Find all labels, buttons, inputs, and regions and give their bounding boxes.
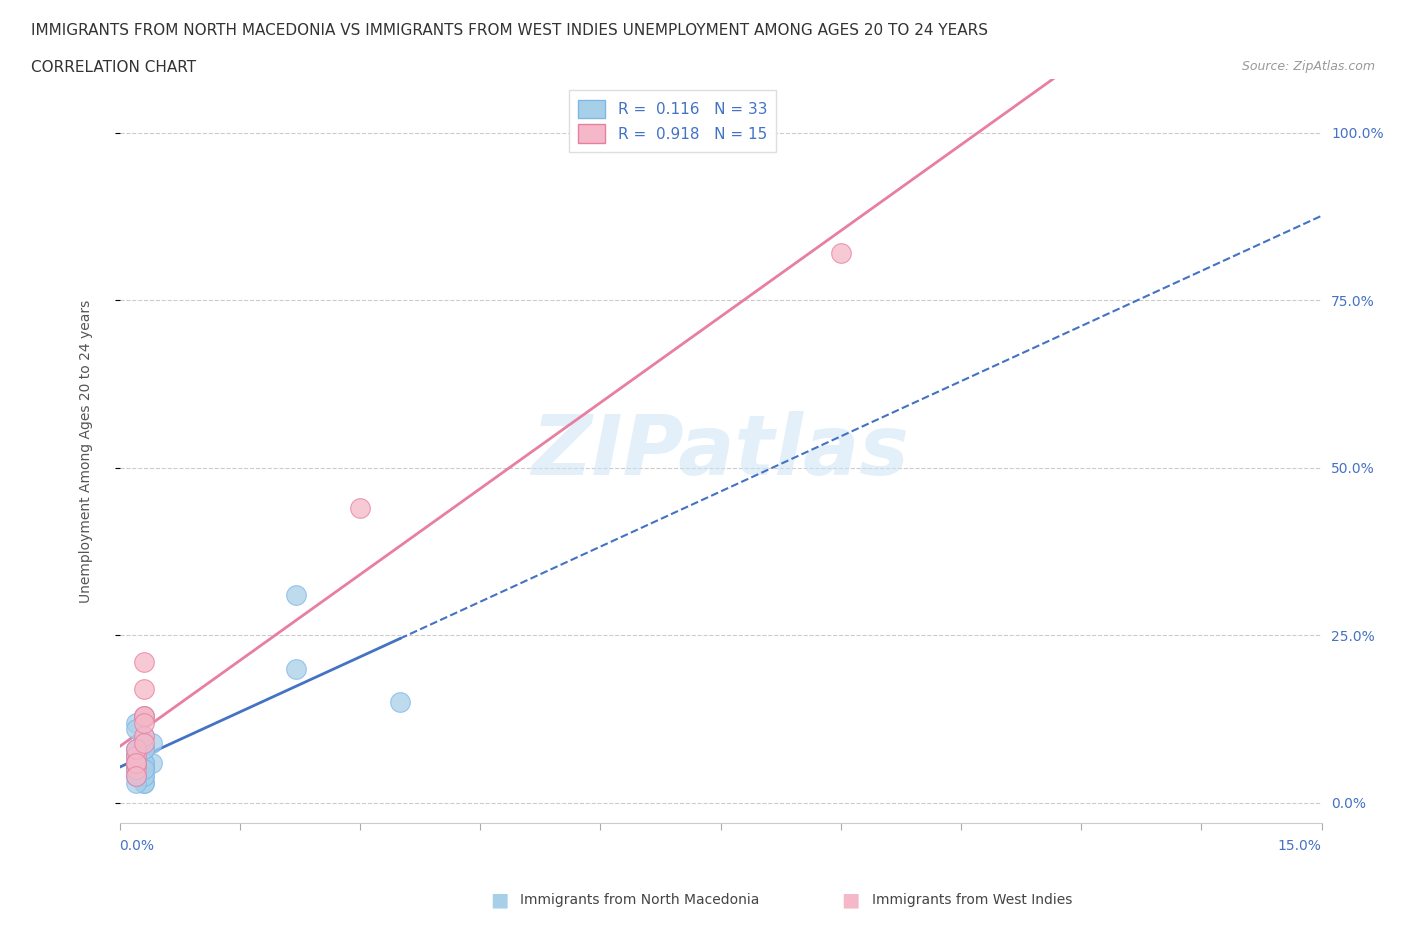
Point xyxy=(349,500,371,515)
Point xyxy=(124,749,146,764)
Point xyxy=(132,755,155,770)
Point xyxy=(124,749,146,764)
Point xyxy=(284,588,307,603)
Point xyxy=(124,749,146,764)
Point xyxy=(132,762,155,777)
Point xyxy=(132,709,155,724)
Point xyxy=(124,715,146,730)
Point xyxy=(132,715,155,730)
Point xyxy=(132,769,155,784)
Point xyxy=(830,246,852,260)
Point xyxy=(132,709,155,724)
Text: 0.0%: 0.0% xyxy=(120,839,155,853)
Point xyxy=(124,755,146,770)
Point xyxy=(124,776,146,790)
Point xyxy=(132,769,155,784)
Text: Immigrants from North Macedonia: Immigrants from North Macedonia xyxy=(520,893,759,908)
Point xyxy=(124,755,146,770)
Legend: R =  0.116   N = 33, R =  0.918   N = 15: R = 0.116 N = 33, R = 0.918 N = 15 xyxy=(568,90,776,153)
Point xyxy=(124,769,146,784)
Point xyxy=(124,722,146,737)
Text: CORRELATION CHART: CORRELATION CHART xyxy=(31,60,195,75)
Point xyxy=(132,709,155,724)
Point xyxy=(388,695,412,710)
Text: ■: ■ xyxy=(489,891,509,910)
Point xyxy=(284,661,307,676)
Point xyxy=(132,728,155,743)
Text: Source: ZipAtlas.com: Source: ZipAtlas.com xyxy=(1241,60,1375,73)
Point xyxy=(132,655,155,670)
Point xyxy=(132,742,155,757)
Point xyxy=(124,762,146,777)
Y-axis label: Unemployment Among Ages 20 to 24 years: Unemployment Among Ages 20 to 24 years xyxy=(79,299,93,603)
Point xyxy=(124,755,146,770)
Text: ZIPatlas: ZIPatlas xyxy=(531,410,910,492)
Point xyxy=(132,736,155,751)
Point xyxy=(124,742,146,757)
Point xyxy=(132,742,155,757)
Text: ■: ■ xyxy=(841,891,860,910)
Point xyxy=(124,742,146,757)
Point xyxy=(132,742,155,757)
Text: IMMIGRANTS FROM NORTH MACEDONIA VS IMMIGRANTS FROM WEST INDIES UNEMPLOYMENT AMON: IMMIGRANTS FROM NORTH MACEDONIA VS IMMIG… xyxy=(31,23,988,38)
Point xyxy=(132,776,155,790)
Point xyxy=(141,736,163,751)
Point xyxy=(124,762,146,777)
Point xyxy=(124,762,146,777)
Text: Immigrants from West Indies: Immigrants from West Indies xyxy=(872,893,1073,908)
Point xyxy=(132,755,155,770)
Point xyxy=(124,742,146,757)
Point xyxy=(124,769,146,784)
Point xyxy=(132,762,155,777)
Point xyxy=(141,755,163,770)
Point xyxy=(132,682,155,697)
Text: 15.0%: 15.0% xyxy=(1278,839,1322,853)
Point xyxy=(124,769,146,784)
Point xyxy=(124,755,146,770)
Point xyxy=(132,728,155,743)
Point xyxy=(124,749,146,764)
Point xyxy=(132,762,155,777)
Point xyxy=(132,776,155,790)
